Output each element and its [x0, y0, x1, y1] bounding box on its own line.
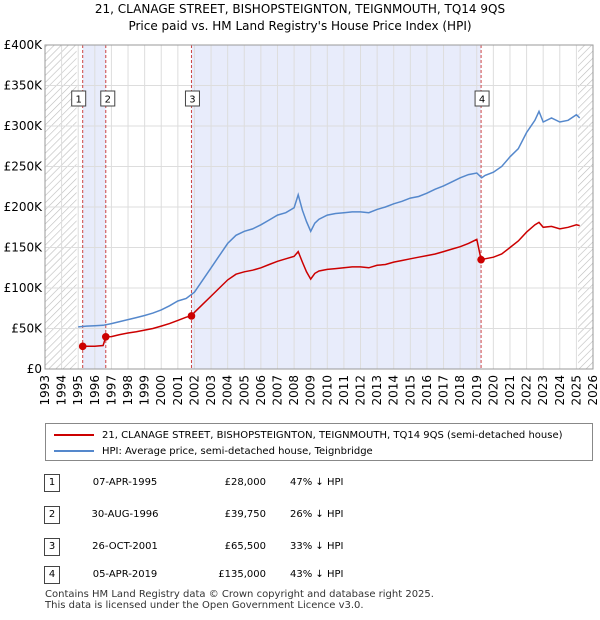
transaction-hpi: 26% ↓ HPI — [290, 509, 344, 520]
legend-label-hpi: HPI: Average price, semi-detached house,… — [102, 445, 373, 457]
x-tick-label: 2001 — [171, 375, 185, 406]
x-tick-label: 2007 — [270, 375, 284, 406]
transaction-point — [78, 342, 87, 351]
x-tick-label: 1995 — [71, 375, 85, 406]
y-tick-label: £350K — [4, 79, 44, 93]
transaction-number: 1 — [44, 474, 60, 492]
transaction-date: 30-AUG-1996 — [91, 509, 159, 520]
transaction-label-box — [184, 90, 200, 107]
plot-frame — [44, 44, 594, 370]
footer: Contains HM Land Registry data © Crown c… — [45, 589, 434, 611]
property-series-line — [82, 221, 580, 348]
x-tick-label: 1996 — [88, 375, 102, 406]
transaction-hpi: 47% ↓ HPI — [290, 477, 344, 488]
footer-license: This data is licensed under the Open Gov… — [45, 600, 364, 611]
transaction-hpi: 43% ↓ HPI — [290, 569, 344, 580]
transaction-date: 26-OCT-2001 — [92, 541, 158, 552]
y-tick-label: £400K — [4, 38, 44, 52]
transaction-row: 1 07-APR-1995 £28,000 47% ↓ HPI — [0, 474, 600, 494]
legend-label-property: 21, CLANAGE STREET, BISHOPSTEIGNTON, TEI… — [102, 429, 563, 441]
legend-item-property: 21, CLANAGE STREET, BISHOPSTEIGNTON, TEI… — [54, 427, 563, 443]
transaction-price: £39,750 — [224, 509, 266, 520]
x-tick-label: 2002 — [187, 375, 201, 406]
x-tick-label: 2017 — [437, 375, 451, 406]
transaction-label: 2 — [105, 95, 111, 106]
transaction-label: 1 — [76, 95, 82, 106]
x-tick-label: 2023 — [536, 375, 550, 406]
footer-copyright: Contains HM Land Registry data © Crown c… — [45, 589, 434, 600]
chart-subtitle: Price paid vs. HM Land Registry's House … — [128, 19, 472, 33]
transaction-price: £135,000 — [218, 569, 266, 580]
transaction-label: 4 — [479, 95, 485, 106]
transaction-row: 4 05-APR-2019 £135,000 43% ↓ HPI — [0, 566, 600, 586]
x-tick-label: 2010 — [320, 375, 334, 406]
x-tick-label: 2006 — [254, 375, 268, 406]
x-tick-label: 2011 — [337, 375, 351, 406]
hpi-series-line — [78, 109, 581, 328]
y-tick-label: £200K — [4, 200, 44, 214]
x-tick-label: 2022 — [520, 375, 534, 406]
x-tick-label: 2019 — [470, 375, 484, 406]
transaction-price: £65,500 — [224, 541, 266, 552]
transaction-number: 3 — [44, 538, 60, 556]
transaction-row: 2 30-AUG-1996 £39,750 26% ↓ HPI — [0, 506, 600, 526]
transaction-label-box — [71, 90, 87, 107]
x-tick-label: 2018 — [453, 375, 467, 406]
legend-swatch-property — [54, 434, 94, 436]
transaction-date: 07-APR-1995 — [92, 477, 158, 488]
x-tick-label: 2008 — [287, 375, 301, 406]
x-tick-label: 2009 — [304, 375, 318, 406]
x-tick-label: 2015 — [403, 375, 417, 406]
transaction-number: 4 — [44, 566, 60, 584]
y-tick-label: £300K — [4, 119, 44, 133]
transaction-label-box — [474, 90, 490, 107]
x-tick-label: 2016 — [420, 375, 434, 406]
x-tick-label: 2003 — [204, 375, 218, 406]
x-tick-label: 2020 — [486, 375, 500, 406]
chart-title: 21, CLANAGE STREET, BISHOPSTEIGNTON, TEI… — [94, 2, 506, 16]
y-tick-label: £0 — [27, 362, 42, 376]
x-tick-label: 2013 — [370, 375, 384, 406]
price-chart: 1 2 3 4 £0 £50K £100K £150K £200K £250K £300K £350… — [4, 38, 600, 406]
x-tick-label: 1994 — [55, 375, 69, 406]
transaction-hpi: 33% ↓ HPI — [290, 541, 344, 552]
x-tick-label: 2005 — [237, 375, 251, 406]
x-tick-label: 2004 — [221, 375, 235, 406]
x-tick-label: 1998 — [121, 375, 135, 406]
transaction-point — [101, 333, 110, 341]
y-tick-label: £250K — [4, 160, 44, 174]
x-tick-label: 1993 — [38, 375, 52, 406]
transaction-row: 3 26-OCT-2001 £65,500 33% ↓ HPI — [0, 538, 600, 558]
legend-swatch-hpi — [54, 450, 94, 452]
transaction-point — [477, 255, 485, 264]
y-tick-label: £150K — [4, 241, 44, 255]
x-tick-label: 1997 — [104, 375, 118, 406]
transaction-price: £28,000 — [224, 477, 266, 488]
transaction-date: 05-APR-2019 — [92, 569, 158, 580]
transaction-label: 3 — [189, 95, 195, 106]
y-tick-label: £100K — [4, 281, 44, 295]
x-tick-label: 2025 — [569, 375, 583, 406]
x-tick-label: 2026 — [586, 375, 600, 406]
x-tick-label: 2012 — [354, 375, 368, 406]
x-tick-label: 2021 — [503, 375, 517, 406]
transaction-number: 2 — [44, 506, 60, 524]
x-tick-label: 2000 — [154, 375, 168, 406]
legend: 21, CLANAGE STREET, BISHOPSTEIGNTON, TEI… — [45, 423, 593, 461]
transaction-point — [187, 312, 196, 320]
x-tick-label: 2014 — [387, 375, 401, 406]
transaction-label-box — [100, 90, 116, 107]
x-tick-label: 2024 — [553, 375, 567, 406]
y-tick-label: £50K — [11, 322, 43, 336]
x-tick-label: 1999 — [138, 375, 152, 406]
legend-item-hpi: HPI: Average price, semi-detached house,… — [54, 443, 373, 459]
